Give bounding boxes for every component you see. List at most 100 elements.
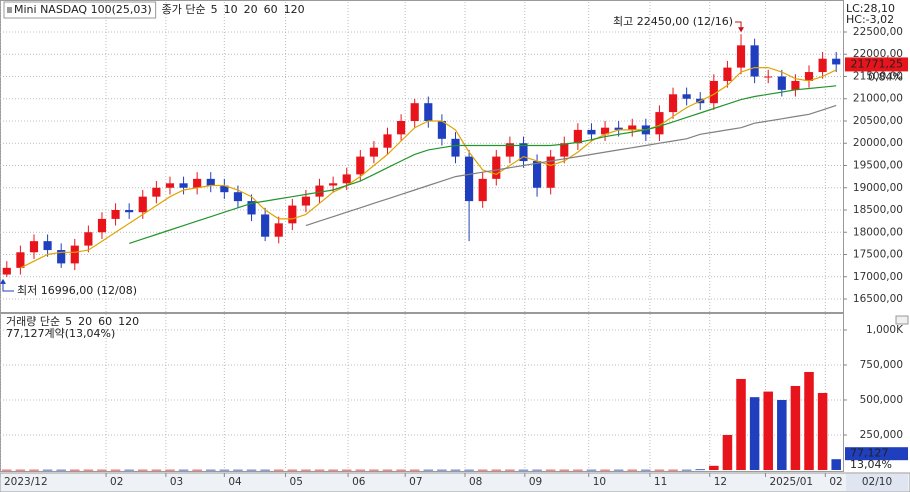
volume-bar (777, 399, 787, 470)
ma-line (20, 67, 837, 269)
candle-body (288, 205, 297, 224)
candle-body (465, 156, 474, 202)
legend-item: 10 (224, 3, 238, 16)
price-panel (0, 0, 844, 313)
legend-item: 60 (98, 315, 112, 328)
candle-body (437, 120, 446, 139)
legend-title: 종가 단순 (162, 3, 206, 16)
x-tick-label: 09 (529, 476, 542, 488)
candle-body (614, 127, 623, 130)
panel-button[interactable] (895, 315, 909, 325)
candle-body (206, 178, 215, 186)
volume-bar (437, 469, 447, 471)
y-tick-label: 22500,00 (853, 26, 903, 38)
candle-body (397, 120, 406, 135)
x-tick-label: 2025/01 (769, 476, 813, 488)
candle-body (2, 267, 11, 275)
volume-bar (165, 469, 175, 471)
candle-body (220, 185, 229, 193)
x-tick-label: 08 (469, 476, 482, 488)
volume-bar (15, 469, 26, 471)
candle-body (16, 252, 25, 268)
volume-bar (409, 469, 420, 471)
last-volume-label: 77,127 (850, 447, 889, 460)
y-tick-label: 20000,00 (853, 137, 903, 149)
volume-bar (246, 469, 257, 471)
y-tick-label: 21500,00 (853, 70, 903, 82)
volume-bar (736, 378, 746, 470)
y-tick-label: 21000,00 (853, 93, 903, 105)
candle-body (723, 67, 732, 81)
x-tick-label: 11 (654, 476, 667, 488)
legend-item: 60 (264, 3, 278, 16)
candle-body (546, 156, 555, 188)
volume-bar (382, 469, 393, 471)
candle-body (764, 76, 773, 78)
y-tick-label: 18500,00 (853, 204, 903, 216)
volume-bar (722, 434, 733, 470)
candle-body (84, 232, 93, 246)
volume-bar (477, 469, 488, 471)
candle-body (628, 125, 637, 130)
volume-bar (273, 469, 284, 471)
candle-body (247, 201, 256, 215)
hc-label: HC:-3,02 (846, 13, 894, 26)
candle-body (804, 72, 814, 81)
y-tick-label: 250,000 (860, 429, 903, 441)
candle-body (573, 129, 582, 144)
volume-bar (491, 469, 502, 471)
volume-bar (396, 469, 406, 471)
volume-status: 77,127계약(13,04%) (6, 326, 115, 340)
share-label: 13,04% (850, 458, 892, 471)
candle-body (369, 147, 378, 157)
candle-body (356, 156, 365, 175)
volume-bar (654, 469, 665, 471)
volume-bar (695, 469, 705, 471)
volume-bar (464, 469, 474, 471)
candle-body (70, 245, 79, 264)
candle-body (342, 174, 351, 184)
volume-bar (110, 469, 121, 471)
candle-body (111, 210, 120, 219)
volume-bar (314, 469, 325, 471)
volume-bar (178, 469, 189, 471)
volume-bar (641, 469, 651, 471)
volume-bar (341, 469, 352, 471)
y-tick-label: 18000,00 (853, 226, 903, 238)
volume-bar (301, 469, 311, 471)
candle-body (709, 80, 718, 104)
y-tick-label: 500,000 (860, 394, 903, 406)
candle-body (274, 223, 283, 237)
volume-bar (355, 469, 366, 471)
volume-bar (29, 469, 39, 471)
x-tick-label: 02 (829, 476, 842, 488)
candle-body (478, 178, 487, 202)
candle-body (125, 210, 134, 213)
low-annotation: 최저 16996,00 (12/08) (17, 284, 137, 297)
ma-line (305, 104, 837, 227)
candle-body (165, 183, 175, 188)
candle-body (329, 183, 338, 186)
candle-body (57, 250, 66, 264)
volume-bar (790, 385, 801, 470)
legend-title: 거래량 단순 (6, 315, 60, 328)
last-price-box (845, 57, 908, 72)
y-tick-label: 1,000K (866, 324, 904, 336)
volume-bar (545, 469, 556, 471)
volume-bar (205, 469, 216, 471)
x-tick-label: 04 (228, 476, 242, 488)
legend-item: 120 (284, 3, 305, 16)
y-tick-label: 16500,00 (853, 293, 903, 305)
volume-bar (2, 469, 12, 471)
y-tick-label: 17500,00 (853, 249, 903, 261)
volume-bar (260, 469, 270, 471)
volume-bar (559, 469, 570, 471)
x-tick-label: 07 (409, 476, 422, 488)
candle-body (587, 129, 596, 135)
y-tick-label: 750,000 (860, 359, 903, 371)
volume-bar (219, 469, 230, 471)
candle-body (736, 45, 746, 68)
candle-body (750, 45, 759, 77)
chart-title: Mini NASDAQ 100(25,03) (14, 3, 152, 16)
